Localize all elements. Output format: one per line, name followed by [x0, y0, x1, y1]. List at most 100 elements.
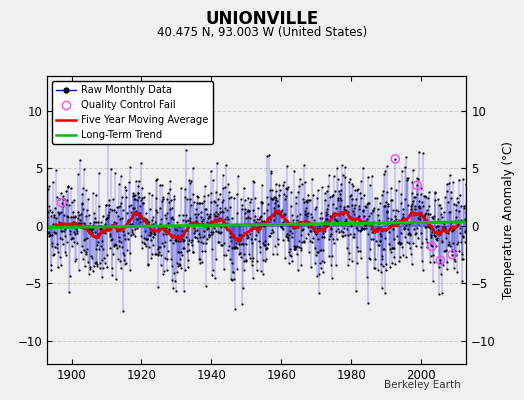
Point — [148, 217, 156, 224]
Point — [403, 175, 411, 182]
Point — [167, 196, 175, 203]
Point — [390, 236, 399, 242]
Point — [372, 255, 380, 262]
Point — [104, 129, 112, 136]
Point — [348, 183, 357, 189]
Point — [239, 267, 248, 273]
Point — [385, 228, 394, 235]
Point — [301, 179, 309, 185]
Point — [456, 217, 465, 223]
Point — [70, 229, 79, 236]
Point — [111, 223, 119, 230]
Point — [52, 167, 60, 174]
Point — [394, 221, 402, 228]
Point — [304, 210, 312, 217]
Point — [325, 253, 334, 259]
Point — [110, 219, 118, 225]
Point — [123, 210, 132, 216]
Point — [327, 262, 335, 268]
Point — [51, 229, 60, 236]
Point — [344, 179, 353, 186]
Point — [343, 261, 352, 268]
Point — [255, 244, 264, 250]
Point — [411, 230, 419, 237]
Point — [286, 246, 294, 252]
Point — [67, 214, 75, 220]
Point — [446, 208, 454, 215]
Point — [441, 248, 450, 254]
Point — [333, 165, 342, 172]
Point — [342, 216, 351, 222]
Point — [372, 228, 380, 234]
Point — [97, 219, 105, 225]
Point — [311, 206, 319, 213]
Point — [374, 212, 382, 218]
Point — [339, 211, 347, 217]
Point — [180, 267, 189, 274]
Point — [422, 235, 430, 242]
Point — [375, 242, 384, 249]
Point — [405, 220, 413, 227]
Point — [215, 205, 224, 211]
Point — [397, 191, 405, 197]
Point — [75, 220, 83, 227]
Point — [328, 225, 336, 231]
Point — [228, 214, 237, 221]
Point — [269, 251, 277, 257]
Point — [365, 254, 373, 261]
Point — [248, 254, 257, 261]
Point — [261, 245, 270, 252]
Point — [421, 193, 429, 199]
Point — [245, 231, 254, 237]
Point — [91, 219, 100, 225]
Point — [384, 201, 392, 208]
Point — [128, 204, 137, 211]
Point — [247, 227, 255, 234]
Point — [310, 228, 319, 234]
Point — [381, 290, 389, 296]
Point — [118, 206, 127, 213]
Point — [144, 244, 152, 251]
Point — [406, 230, 414, 237]
Point — [329, 236, 337, 242]
Point — [332, 228, 341, 234]
Point — [76, 224, 84, 230]
Point — [367, 220, 376, 226]
Point — [366, 182, 375, 188]
Point — [374, 206, 383, 212]
Point — [253, 258, 261, 264]
Point — [400, 224, 408, 231]
Point — [74, 171, 82, 177]
Point — [44, 186, 52, 192]
Point — [256, 214, 265, 220]
Point — [357, 194, 366, 201]
Point — [407, 251, 415, 258]
Point — [50, 212, 59, 218]
Point — [47, 232, 56, 238]
Point — [319, 247, 327, 254]
Point — [91, 215, 99, 221]
Point — [202, 206, 211, 212]
Point — [162, 256, 171, 263]
Point — [247, 196, 256, 202]
Point — [287, 253, 295, 260]
Point — [380, 246, 388, 252]
Point — [206, 198, 215, 205]
Point — [174, 212, 183, 218]
Point — [195, 230, 203, 237]
Point — [174, 263, 182, 269]
Point — [337, 210, 346, 216]
Point — [337, 228, 345, 234]
Point — [90, 210, 99, 216]
Point — [369, 207, 378, 213]
Point — [73, 209, 82, 215]
Point — [322, 211, 331, 218]
Point — [412, 230, 420, 236]
Point — [438, 238, 446, 244]
Point — [139, 216, 147, 223]
Point — [185, 196, 194, 203]
Point — [385, 240, 394, 247]
Point — [263, 207, 271, 214]
Point — [361, 222, 369, 228]
Point — [171, 236, 180, 243]
